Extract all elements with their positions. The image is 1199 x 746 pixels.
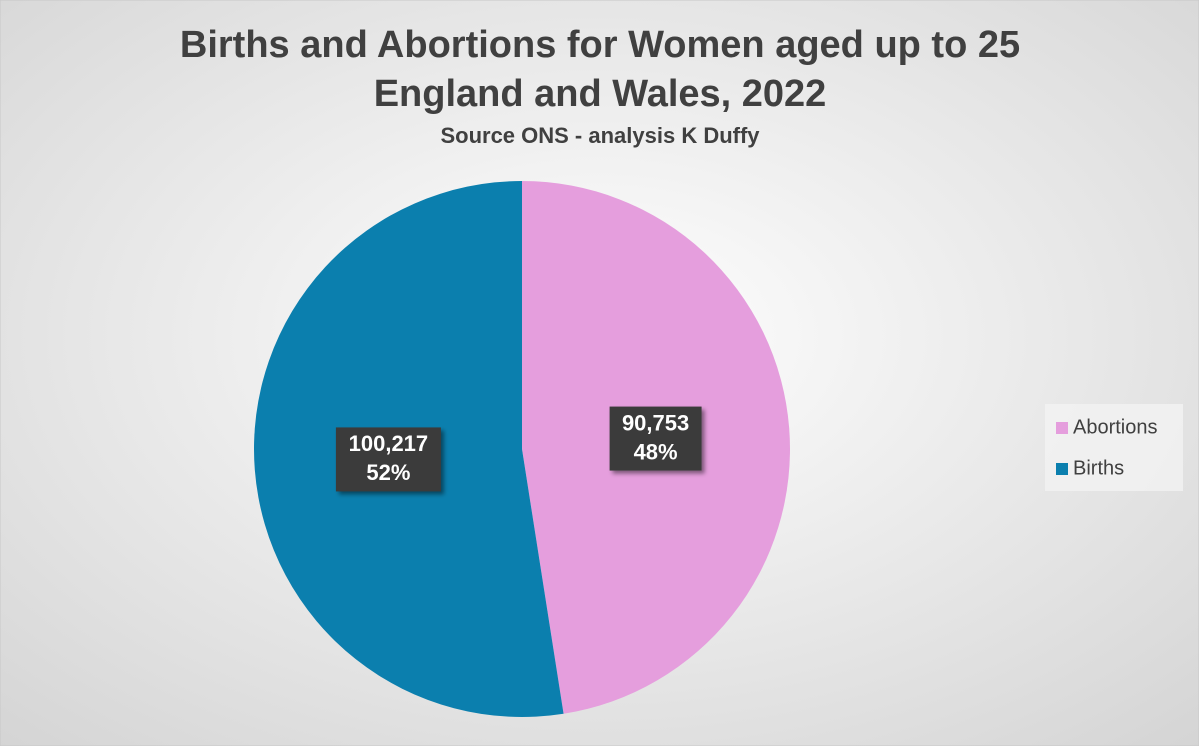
legend-swatch xyxy=(1056,463,1068,475)
chart-title: England and Wales, 2022 xyxy=(374,73,827,115)
legend-box xyxy=(1045,404,1183,491)
data-label: 52% xyxy=(366,460,410,485)
legend-swatch xyxy=(1056,422,1068,434)
legend-label: Births xyxy=(1073,457,1124,479)
data-label: 48% xyxy=(634,439,678,464)
data-label-box xyxy=(609,406,702,471)
data-label: 90,753 xyxy=(622,410,689,435)
chart-title: Births and Abortions for Women aged up t… xyxy=(180,24,1020,66)
data-label-box xyxy=(335,427,441,492)
legend-label: Abortions xyxy=(1073,416,1158,438)
chart-subtitle: Source ONS - analysis K Duffy xyxy=(440,123,760,148)
data-label: 100,217 xyxy=(349,431,429,456)
